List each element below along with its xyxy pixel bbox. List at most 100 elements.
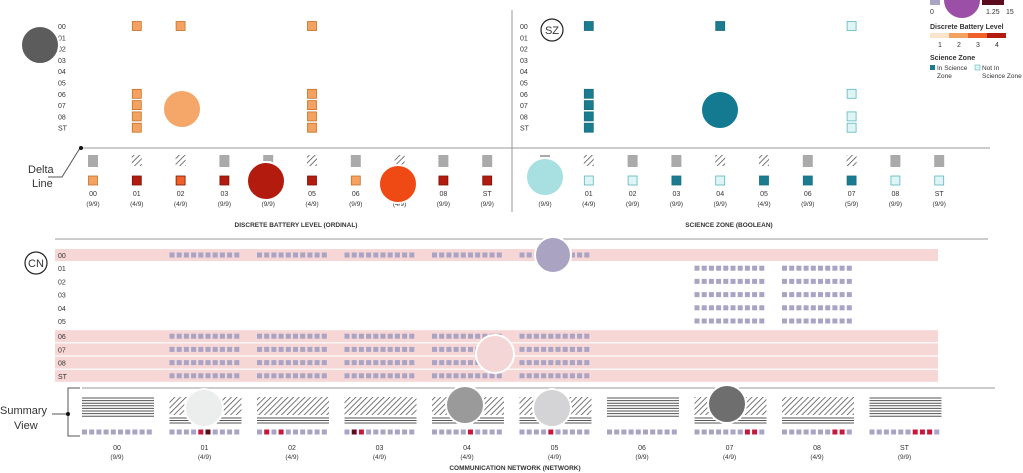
cn-grid-cell[interactable] bbox=[460, 373, 466, 379]
cn-grid-cell[interactable] bbox=[314, 360, 320, 366]
cn-grid-cell[interactable] bbox=[694, 292, 700, 298]
cn-grid-cell[interactable] bbox=[716, 318, 722, 324]
cn-summary-cell[interactable] bbox=[759, 429, 765, 435]
cn-grid-cell[interactable] bbox=[526, 252, 532, 258]
cn-summary-cell[interactable] bbox=[737, 429, 743, 435]
cn-summary-cell[interactable] bbox=[905, 429, 911, 435]
cn-grid-cell[interactable] bbox=[387, 373, 393, 379]
battery-summary-cell[interactable] bbox=[175, 175, 186, 186]
cn-summary-cell[interactable] bbox=[803, 429, 809, 435]
cn-grid-cell[interactable] bbox=[759, 318, 765, 324]
cn-summary-cell[interactable] bbox=[701, 429, 707, 435]
cn-grid-cell[interactable] bbox=[191, 346, 197, 352]
cn-grid-cell[interactable] bbox=[569, 346, 575, 352]
cn-grid-cell[interactable] bbox=[271, 373, 277, 379]
cn-grid-cell[interactable] bbox=[321, 333, 327, 339]
cn-summary-cell[interactable] bbox=[818, 429, 823, 435]
cn-grid-cell[interactable] bbox=[402, 252, 408, 258]
cn-grid-cell[interactable] bbox=[307, 252, 313, 258]
battery-grid-cell[interactable] bbox=[175, 21, 186, 31]
cn-grid-cell[interactable] bbox=[730, 278, 736, 284]
cn-grid-cell[interactable] bbox=[723, 305, 729, 311]
cn-grid-cell[interactable] bbox=[183, 252, 189, 258]
cn-summary-cell[interactable] bbox=[198, 429, 204, 435]
cn-summary-cell[interactable] bbox=[752, 429, 758, 435]
cn-grid-cell[interactable] bbox=[737, 305, 743, 311]
cn-summary-cell[interactable] bbox=[607, 429, 612, 435]
cn-grid-cell[interactable] bbox=[708, 305, 714, 311]
cn-summary-cell[interactable] bbox=[912, 429, 918, 435]
cn-grid-cell[interactable] bbox=[366, 252, 372, 258]
cn-summary-cell[interactable] bbox=[496, 429, 502, 435]
sz-grid-cell[interactable] bbox=[846, 111, 857, 122]
battery-summary-cell[interactable] bbox=[307, 175, 317, 186]
cn-grid-cell[interactable] bbox=[694, 318, 700, 324]
cn-grid-cell[interactable] bbox=[183, 333, 189, 339]
cn-grid-cell[interactable] bbox=[227, 373, 233, 379]
sz-grid-cell[interactable] bbox=[583, 21, 594, 31]
cn-grid-cell[interactable] bbox=[453, 252, 459, 258]
cn-summary-cell[interactable] bbox=[869, 429, 875, 435]
cn-grid-cell[interactable] bbox=[782, 318, 787, 324]
cn-summary-cell[interactable] bbox=[584, 429, 590, 435]
cn-summary-cell[interactable] bbox=[927, 429, 933, 435]
cn-grid-cell[interactable] bbox=[439, 373, 445, 379]
cn-grid-cell[interactable] bbox=[716, 278, 722, 284]
cn-grid-cell[interactable] bbox=[351, 346, 357, 352]
cn-grid-cell[interactable] bbox=[460, 252, 466, 258]
cn-grid-cell[interactable] bbox=[825, 305, 831, 311]
cn-summary-cell[interactable] bbox=[839, 429, 845, 435]
cn-grid-cell[interactable] bbox=[321, 252, 327, 258]
cn-grid-cell[interactable] bbox=[191, 252, 197, 258]
cn-grid-cell[interactable] bbox=[300, 252, 306, 258]
cn-grid-cell[interactable] bbox=[176, 346, 182, 352]
cn-grid-cell[interactable] bbox=[818, 278, 823, 284]
battery-grid-cell[interactable] bbox=[307, 88, 317, 99]
cn-grid-cell[interactable] bbox=[285, 252, 291, 258]
cn-summary-cell[interactable] bbox=[460, 429, 466, 435]
cn-grid-cell[interactable] bbox=[482, 252, 488, 258]
cn-summary-cell[interactable] bbox=[526, 429, 532, 435]
cn-grid-cell[interactable] bbox=[321, 373, 327, 379]
cn-grid-cell[interactable] bbox=[264, 360, 270, 366]
cn-grid-cell[interactable] bbox=[584, 346, 590, 352]
cn-grid-cell[interactable] bbox=[307, 360, 313, 366]
cn-grid-cell[interactable] bbox=[825, 278, 831, 284]
cn-grid-cell[interactable] bbox=[716, 265, 722, 271]
cn-grid-cell[interactable] bbox=[533, 346, 539, 352]
cn-summary-cell[interactable] bbox=[577, 429, 583, 435]
sz-grid-cell[interactable] bbox=[583, 122, 594, 133]
cn-summary-cell[interactable] bbox=[373, 429, 379, 435]
cn-grid-cell[interactable] bbox=[366, 373, 372, 379]
cn-grid-cell[interactable] bbox=[314, 373, 320, 379]
cn-grid-cell[interactable] bbox=[285, 373, 291, 379]
cn-grid-cell[interactable] bbox=[694, 265, 700, 271]
cn-grid-cell[interactable] bbox=[453, 346, 459, 352]
cn-grid-cell[interactable] bbox=[439, 252, 445, 258]
cn-grid-cell[interactable] bbox=[191, 360, 197, 366]
cn-grid-cell[interactable] bbox=[694, 278, 700, 284]
cn-grid-cell[interactable] bbox=[446, 373, 452, 379]
cn-grid-cell[interactable] bbox=[271, 333, 277, 339]
cn-grid-cell[interactable] bbox=[803, 292, 809, 298]
cn-grid-cell[interactable] bbox=[577, 346, 583, 352]
cn-grid-cell[interactable] bbox=[212, 346, 218, 352]
cn-grid-cell[interactable] bbox=[752, 305, 758, 311]
cn-grid-cell[interactable] bbox=[730, 305, 736, 311]
battery-grid-cell[interactable] bbox=[131, 122, 142, 133]
cn-summary-cell[interactable] bbox=[723, 429, 729, 435]
cn-grid-cell[interactable] bbox=[307, 346, 313, 352]
cn-grid-cell[interactable] bbox=[453, 333, 459, 339]
cn-summary-cell[interactable] bbox=[628, 429, 634, 435]
cn-summary-cell[interactable] bbox=[664, 429, 670, 435]
cn-grid-cell[interactable] bbox=[548, 360, 554, 366]
cn-grid-cell[interactable] bbox=[446, 360, 452, 366]
cn-summary-cell[interactable] bbox=[380, 429, 386, 435]
cn-grid-cell[interactable] bbox=[257, 333, 262, 339]
cn-grid-cell[interactable] bbox=[810, 292, 816, 298]
cn-grid-cell[interactable] bbox=[380, 346, 386, 352]
cn-grid-cell[interactable] bbox=[818, 292, 823, 298]
cn-summary-cell[interactable] bbox=[541, 429, 547, 435]
cn-grid-cell[interactable] bbox=[519, 333, 525, 339]
sz-summary-cell[interactable] bbox=[715, 175, 726, 186]
